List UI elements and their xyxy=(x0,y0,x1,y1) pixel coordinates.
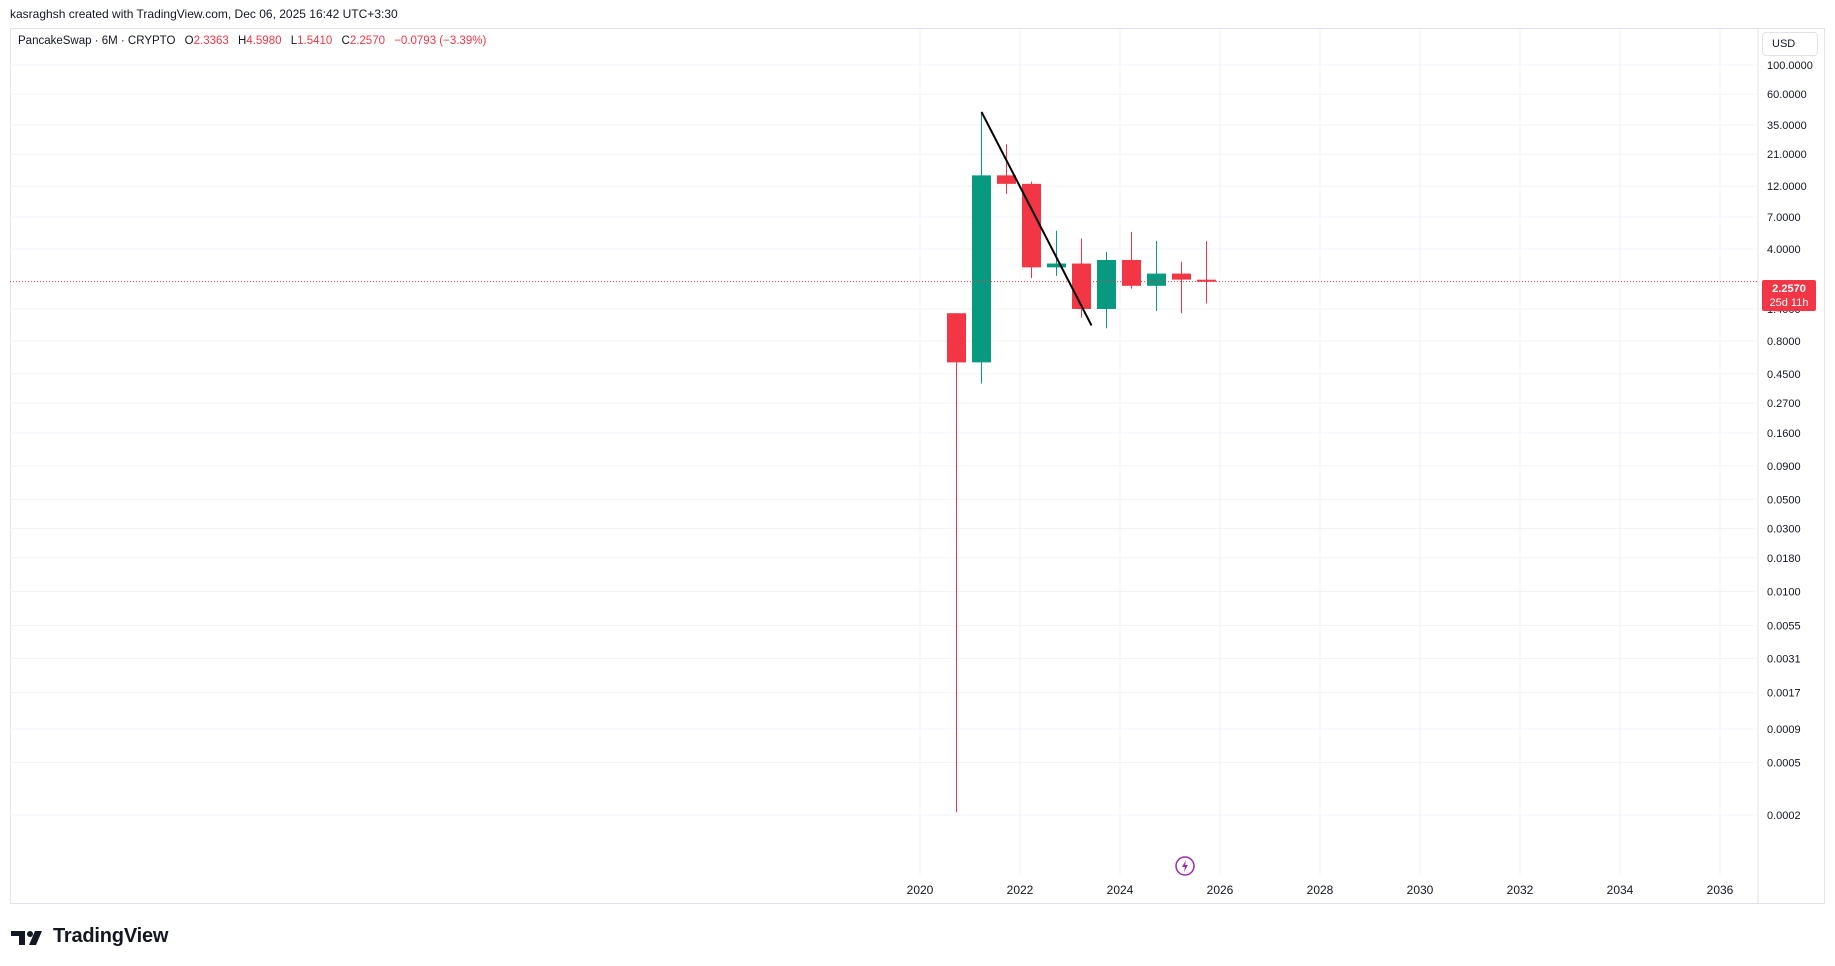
x-tick-label: 2028 xyxy=(1307,883,1334,897)
overlay xyxy=(10,111,1758,876)
currency-button[interactable]: USD xyxy=(1762,32,1818,56)
y-tick-label: 0.8000 xyxy=(1767,336,1801,348)
y-tick-label: 0.0017 xyxy=(1767,688,1801,700)
candle-body xyxy=(1122,259,1141,286)
x-tick-label: 2030 xyxy=(1407,883,1434,897)
candle-body xyxy=(997,175,1016,184)
footer-brand: TradingView xyxy=(53,925,169,947)
y-axis: 100.0000 60.0000 35.0000 21.0000 12.0000 7.00… xyxy=(1767,60,1813,822)
y-tick-label: 0.0100 xyxy=(1767,586,1801,598)
high-value: 4.5980 xyxy=(246,35,282,47)
lightning-glyph xyxy=(1182,860,1188,872)
open-value: 2.3363 xyxy=(193,35,229,47)
change-value: −0.0793 (−3.39%) xyxy=(394,35,487,47)
y-tick-label: 21.0000 xyxy=(1767,149,1807,161)
y-tick-label: 60.0000 xyxy=(1767,89,1807,101)
trend-line xyxy=(980,111,1093,326)
x-tick-label: 2020 xyxy=(907,883,934,897)
candle-body xyxy=(972,175,991,363)
y-tick-label: 0.0031 xyxy=(1767,653,1801,665)
y-tick-label: 0.1600 xyxy=(1767,428,1801,440)
candle-body xyxy=(1047,263,1066,268)
candle-body xyxy=(1072,263,1091,309)
chart-legend: PancakeSwap · 6M · CRYPTO O2.3363 H4.598… xyxy=(18,35,486,47)
x-tick-label: 2032 xyxy=(1507,883,1534,897)
y-tick-label: 0.0009 xyxy=(1767,724,1801,736)
bar-countdown: 25d 11h xyxy=(1769,297,1809,309)
y-tick-label: 35.0000 xyxy=(1767,120,1807,132)
candle-body xyxy=(1197,279,1216,282)
y-tick-label: 0.0055 xyxy=(1767,621,1801,633)
y-tick-label: 12.0000 xyxy=(1767,181,1807,193)
tradingview-logo[interactable]: TradingView xyxy=(11,925,168,948)
x-tick-label: 2022 xyxy=(1007,883,1034,897)
high-label: H xyxy=(238,35,247,47)
y-tick-label: 0.0180 xyxy=(1767,553,1801,565)
candle-body xyxy=(1097,259,1116,309)
x-tick-label: 2034 xyxy=(1607,883,1634,897)
candle-body xyxy=(1022,183,1041,268)
y-tick-label: 0.0500 xyxy=(1767,494,1801,506)
candle-body xyxy=(1147,273,1166,286)
y-tick-label: 0.2700 xyxy=(1767,398,1801,410)
author-line: kasraghsh created with TradingView.com, … xyxy=(10,7,398,21)
y-tick-label: 7.0000 xyxy=(1767,212,1801,224)
open-label: O xyxy=(184,35,194,47)
candle-body xyxy=(947,313,966,363)
x-tick-label: 2026 xyxy=(1207,883,1234,897)
y-tick-label: 0.0300 xyxy=(1767,524,1801,536)
close-label: C xyxy=(341,35,350,47)
grid-lines xyxy=(10,29,1759,903)
x-axis: 2020 2022 2024 2026 2028 2030 2032 2034 2036 xyxy=(907,883,1734,897)
candle-body xyxy=(1172,273,1191,280)
x-tick-label: 2024 xyxy=(1107,883,1134,897)
y-tick-label: 100.0000 xyxy=(1767,60,1813,72)
tradingview-logo-icon xyxy=(11,930,42,945)
y-tick-label: 0.0002 xyxy=(1767,810,1801,822)
low-value: 1.5410 xyxy=(297,35,333,47)
y-tick-label: 0.0900 xyxy=(1767,461,1801,473)
last-price-value: 2.2570 xyxy=(1772,283,1806,295)
y-tick-label: 4.0000 xyxy=(1767,244,1801,256)
low-label: L xyxy=(290,35,298,47)
x-tick-label: 2036 xyxy=(1707,883,1734,897)
symbol-label[interactable]: PancakeSwap · 6M · CRYPTO xyxy=(18,35,176,47)
y-tick-label: 0.0005 xyxy=(1767,758,1801,770)
candles xyxy=(947,111,1216,813)
last-price-tag: 2.2570 25d 11h xyxy=(1762,280,1816,311)
close-value: 2.2570 xyxy=(349,35,385,47)
y-tick-label: 0.4500 xyxy=(1767,369,1801,381)
